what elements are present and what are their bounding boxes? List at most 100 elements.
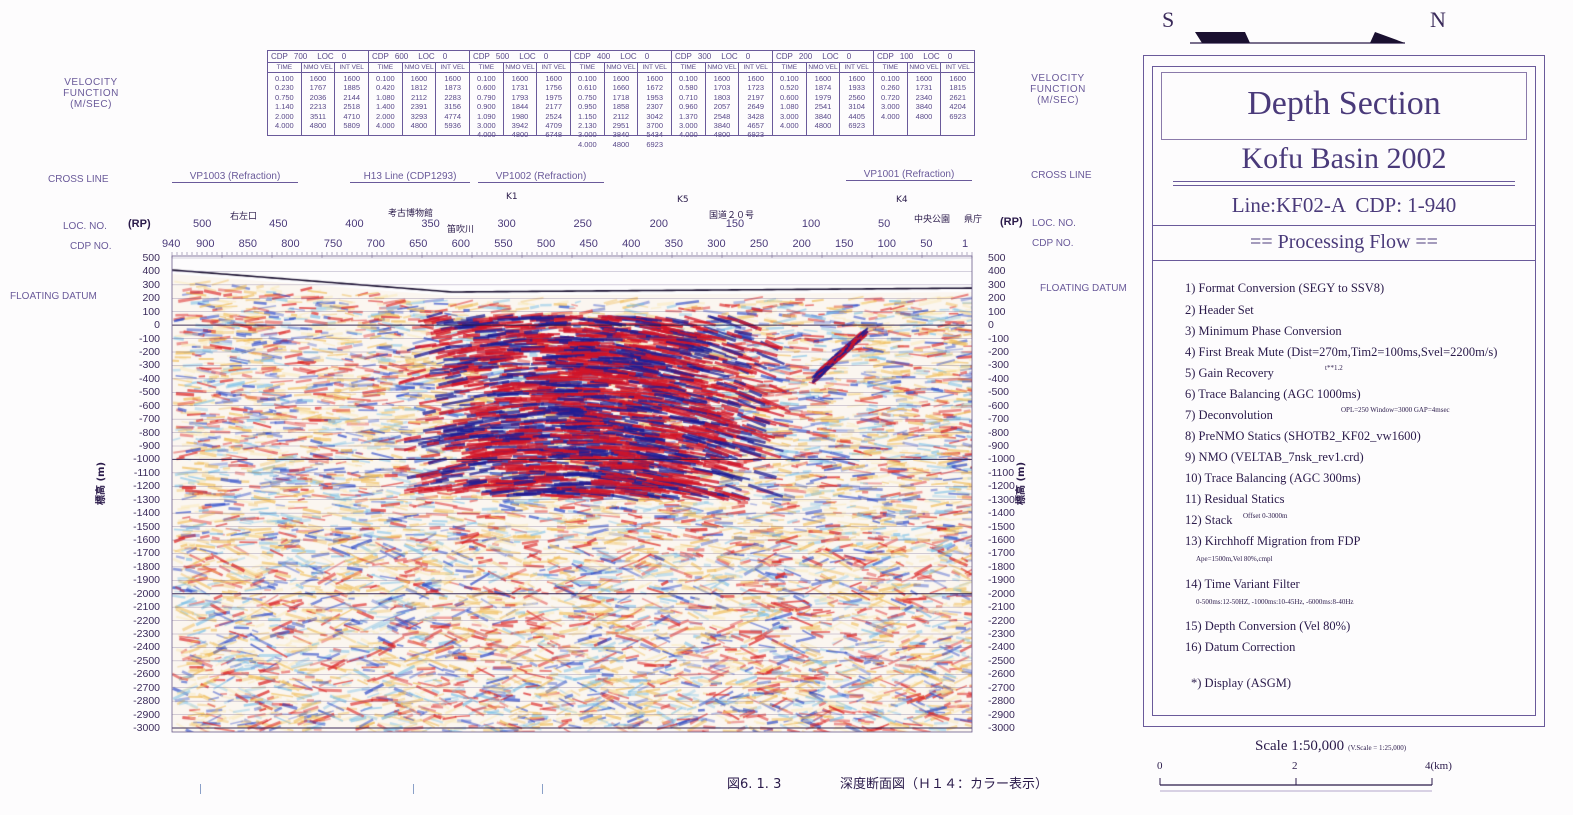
- y-tick-label: -2400: [133, 641, 160, 654]
- velocity-col-head: NMO VEL: [807, 63, 841, 72]
- y-axis-title-right: 標高 (m): [1016, 461, 1027, 505]
- loc-tick-label: 200: [649, 218, 669, 230]
- processing-step: 12) Stack: [1185, 513, 1233, 527]
- velocity-loc: LOC: [721, 52, 738, 61]
- cdp-tick-label: 350: [664, 238, 684, 250]
- line-info: Line:KF02-A CDP: 1-940: [1231, 193, 1457, 217]
- velocity-time-values: 0.100 0.260 0.720 3.000 4.000: [874, 73, 908, 135]
- cdp-tick-label: 500: [536, 238, 556, 250]
- cdp-tick-label: 150: [835, 238, 854, 250]
- cdp-tick-label: 940: [162, 238, 181, 250]
- y-tick-label: -2800: [133, 695, 160, 708]
- velocity-col-head: INT VEL: [844, 64, 869, 71]
- velocity-int-values: 1600 1723 2197 2649 3428 4657 6923: [747, 74, 765, 140]
- place-label: 県庁: [964, 215, 983, 225]
- cdp-tick-label: 300: [707, 238, 726, 250]
- place-label: 中央公園: [914, 215, 951, 225]
- velocity-cdp: CDP: [877, 52, 894, 61]
- loc-tick-label: 500: [193, 218, 212, 230]
- velocity-loc-value: 0: [442, 52, 448, 61]
- velocity-time-values: 0.100 0.600 0.790 0.900 1.090 3.000 4.00…: [470, 73, 504, 139]
- y-tick-label: -700: [138, 413, 160, 426]
- velocity-col-heads: TIME NMO VEL INT VEL: [470, 63, 570, 73]
- flow-heading: == Processing Flow ==: [1250, 231, 1438, 253]
- y-tick-label: 100: [142, 305, 160, 318]
- velocity-block-head: CDP 700 LOC 0: [268, 51, 368, 63]
- display-note: *) Display (ASGM): [1191, 676, 1291, 690]
- velocity-cdp-value: 700: [293, 52, 308, 61]
- velocity-loc-value: 0: [341, 52, 347, 61]
- velocity-cdp-value: 600: [394, 52, 409, 61]
- velocity-loc-value: 0: [543, 52, 549, 61]
- velocity-values: 0.100 0.600 0.790 0.900 1.090 3.000 4.00…: [470, 73, 570, 140]
- velocity-values: 0.100 0.610 0.750 0.950 1.150 2.130 3.00…: [571, 73, 671, 149]
- velocity-col-head: INT VEL: [339, 64, 364, 71]
- y-tick-label: -1400: [133, 507, 160, 520]
- y-tick-label: -600: [988, 399, 1010, 412]
- velocity-block-head: CDP 200 LOC 0: [773, 51, 873, 63]
- velocity-col-head: NMO VEL: [605, 63, 639, 72]
- velocity-col-head: NMO VEL: [908, 63, 942, 72]
- velocity-block-head: CDP 500 LOC 0: [470, 51, 570, 63]
- seismic-grid: [171, 252, 973, 733]
- y-tick-label: 300: [988, 278, 1006, 291]
- cdp-tick-label: 600: [451, 238, 471, 250]
- cdp-tick-label: 50: [920, 238, 933, 250]
- y-tick-label: -2600: [133, 668, 160, 681]
- cdp-tick-label: 800: [281, 238, 300, 250]
- place-label: K4: [896, 195, 908, 205]
- velocity-values: 0.100 0.420 1.080 1.400 2.000 4.000 1600 …: [369, 73, 469, 135]
- processing-step: 13) Kirchhoff Migration from FDP: [1185, 534, 1361, 548]
- velocity-col-head: TIME: [571, 63, 605, 72]
- velocity-int-values: 1600 1873 2283 3156 4774 5936: [444, 74, 462, 131]
- place-label: 右左口: [230, 212, 258, 222]
- velocity-table: CDP 700 LOC 0 TIME NMO VEL INT VEL 0.100 0.230 …: [267, 50, 975, 149]
- processing-step: 4) First Break Mute (Dist=270m,Tim2=100m…: [1185, 345, 1498, 359]
- y-tick-label: -500: [988, 386, 1010, 399]
- processing-step: 2) Header Set: [1185, 303, 1254, 317]
- loc-tick-label: 450: [269, 218, 288, 230]
- velocity-loc: LOC: [822, 52, 839, 61]
- velocity-int-values: 1600 1756 1975 2177 2524 4709 6748: [545, 74, 563, 140]
- velocity-loc-value: 0: [947, 52, 953, 61]
- velocity-int-values: 1600 1815 2621 4204 6923: [949, 74, 967, 121]
- y-tick-label: -1900: [988, 574, 1015, 587]
- y-tick-label: -2200: [988, 614, 1015, 627]
- velocity-col-head: NMO VEL: [706, 63, 740, 72]
- y-tick-label: -1600: [988, 534, 1015, 546]
- y-tick-label: -400: [988, 372, 1010, 385]
- processing-step: 5) Gain Recovery: [1185, 366, 1274, 380]
- compass-south: S: [1162, 7, 1175, 32]
- velocity-cdp: CDP: [372, 52, 389, 61]
- cdp-tick-label: 100: [877, 238, 896, 250]
- y-tick-label: -1800: [133, 560, 160, 573]
- cdp-tick-label: 400: [622, 238, 641, 250]
- processing-step: 14) Time Variant Filter: [1185, 577, 1300, 591]
- y-tick-label: -800: [988, 426, 1010, 439]
- velocity-int-values: 1600 1672 1953 2307 3042 3700 5434 6923: [646, 74, 664, 149]
- y-tick-label: 200: [142, 292, 160, 305]
- velocity-cdp-value: 300: [697, 52, 712, 61]
- velocity-col-head: NMO VEL: [302, 63, 336, 72]
- cdp-tick-label: 900: [196, 238, 215, 250]
- y-tick-label: 400: [142, 265, 160, 278]
- scale-label: Scale 1:50,000 (V.Scale = 1:25,000): [1255, 738, 1407, 754]
- y-tick-label: -2700: [988, 681, 1015, 694]
- title-box: [1161, 72, 1527, 140]
- velocity-cdp-value: 200: [798, 52, 813, 61]
- place-label: 笛吹川: [447, 225, 475, 235]
- velocity-col-head: NMO VEL: [504, 63, 538, 72]
- floating-datum-left: FLOATING DATUM: [10, 291, 97, 302]
- seismic-section: [172, 256, 972, 732]
- bottom-tick: [200, 784, 201, 794]
- info-panel: Depth Section Kofu Basin 2002 Line:KF02-…: [1143, 55, 1545, 727]
- velocity-time-values: 0.100 0.420 1.080 1.400 2.000 4.000: [369, 73, 403, 135]
- velocity-block: CDP 600 LOC 0 TIME NMO VEL INT VEL 0.100 0.420 …: [369, 51, 470, 135]
- place-label: 考古博物館: [388, 209, 434, 219]
- velocity-nmo-values: 1600 1767 2036 2213 3511 4800: [302, 73, 336, 135]
- cross-line-label-left: CROSS LINE: [48, 174, 109, 185]
- y-tick-label: -500: [138, 386, 160, 399]
- y-tick-label: -1300: [988, 493, 1015, 506]
- velocity-block-head: CDP 100 LOC 0: [874, 51, 974, 63]
- y-tick-label: -2600: [988, 668, 1015, 681]
